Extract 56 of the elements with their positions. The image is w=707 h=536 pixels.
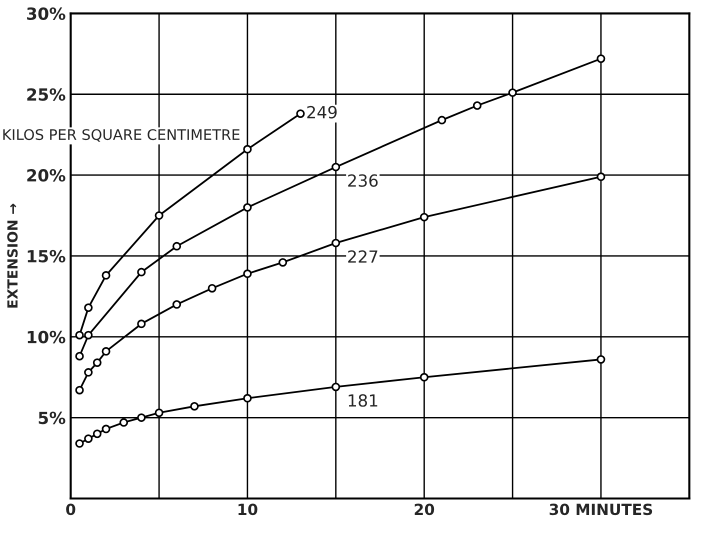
x-tick-label: 30 MINUTES — [550, 504, 652, 516]
point — [154, 211, 164, 220]
point — [278, 258, 288, 267]
point — [243, 394, 252, 403]
point — [84, 330, 93, 340]
point — [75, 386, 84, 394]
point — [75, 330, 84, 340]
point — [84, 434, 93, 443]
series-label: 249 — [307, 106, 337, 118]
point — [438, 116, 446, 124]
point — [243, 269, 252, 278]
point — [208, 284, 216, 293]
annotation: KILOS PER SQUARE CENTIMETRE — [3, 129, 240, 142]
x-tick-label: 10 — [238, 504, 258, 516]
y-tick-label: 30% — [27, 7, 66, 20]
point — [119, 418, 128, 427]
point — [92, 429, 102, 438]
point — [420, 372, 429, 382]
point — [420, 212, 429, 222]
point — [172, 300, 182, 309]
point — [92, 358, 102, 367]
series-label: 236 — [348, 174, 378, 187]
point — [243, 144, 252, 154]
x-tick-label: 0 — [66, 504, 76, 516]
point — [296, 109, 305, 118]
point — [596, 355, 606, 364]
y-tick-label: 20% — [27, 169, 66, 182]
x-tick-label: 20 — [414, 504, 434, 516]
series-label: 181 — [348, 394, 378, 407]
point — [75, 439, 84, 448]
point — [102, 424, 110, 434]
point — [154, 408, 164, 418]
point — [243, 203, 252, 212]
point — [102, 271, 110, 280]
y-tick-label: 5% — [38, 412, 66, 424]
point — [472, 101, 482, 110]
point — [508, 88, 517, 97]
y-axis-title: EXTENSION → — [7, 204, 18, 308]
y-tick-label: 25% — [27, 88, 66, 101]
point — [84, 303, 93, 312]
y-tick-label: 15% — [28, 250, 66, 263]
point — [75, 352, 84, 360]
series-label: 227 — [348, 250, 378, 263]
point — [84, 368, 93, 377]
point — [172, 242, 182, 251]
point — [102, 347, 110, 356]
point — [596, 54, 606, 63]
y-tick-label: 10% — [28, 330, 66, 344]
point — [332, 382, 340, 392]
point — [137, 268, 146, 276]
point — [332, 238, 340, 248]
point — [137, 413, 146, 422]
point — [332, 162, 340, 172]
point — [596, 172, 606, 182]
point — [137, 320, 146, 328]
point — [190, 402, 199, 411]
